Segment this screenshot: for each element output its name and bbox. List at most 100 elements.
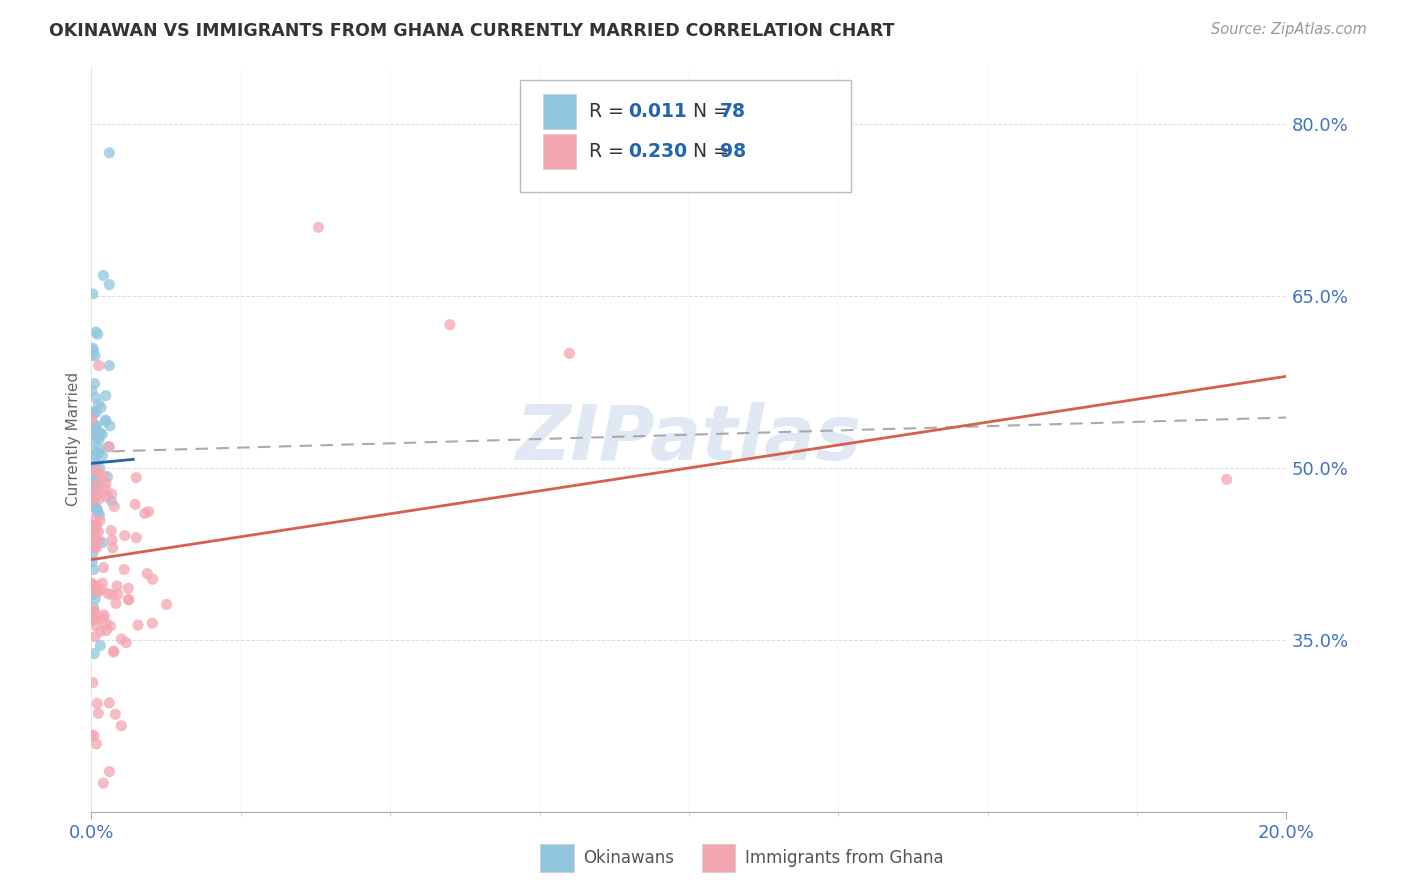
Point <box>87 359 110 373</box>
Point <box>82 341 104 355</box>
Point <box>89 476 111 491</box>
Point <box>82 491 104 506</box>
Point <box>83 519 105 533</box>
Point <box>84 630 107 644</box>
Point <box>84 456 107 470</box>
Point <box>89 442 111 456</box>
Point <box>87 433 110 447</box>
Point <box>125 531 148 545</box>
Point <box>84 541 107 555</box>
Point <box>112 562 135 576</box>
Point <box>83 376 105 391</box>
Point <box>101 588 124 602</box>
Point <box>82 424 104 438</box>
Point <box>87 505 110 519</box>
Point <box>84 518 107 533</box>
Point <box>82 580 104 594</box>
Point <box>155 598 177 612</box>
Point <box>86 501 108 516</box>
Point <box>84 349 107 363</box>
Point <box>80 576 103 591</box>
Point <box>86 737 108 751</box>
Point <box>83 729 105 743</box>
Point <box>103 644 125 658</box>
Point <box>98 145 121 160</box>
Point <box>84 524 107 538</box>
Point <box>84 476 107 491</box>
Point <box>91 610 114 624</box>
Point <box>83 526 105 541</box>
Point <box>82 613 104 627</box>
Text: 98: 98 <box>720 142 747 161</box>
Point <box>87 706 110 721</box>
Text: ZIPatlas: ZIPatlas <box>516 402 862 476</box>
Point <box>82 487 104 501</box>
Point <box>91 535 114 549</box>
Point <box>97 586 120 600</box>
Point <box>84 533 107 547</box>
Point <box>117 582 139 596</box>
Point <box>96 624 118 638</box>
Point <box>82 603 104 617</box>
Point <box>89 508 111 523</box>
Point <box>97 440 120 454</box>
Text: 0.011: 0.011 <box>628 102 688 121</box>
Point <box>117 592 139 607</box>
Point <box>83 481 105 495</box>
Point <box>82 482 104 496</box>
Point <box>115 635 138 649</box>
Point <box>96 470 118 484</box>
Point <box>91 449 114 463</box>
Point <box>83 523 105 537</box>
Point <box>82 512 104 526</box>
Point <box>110 719 132 733</box>
Point <box>97 490 120 504</box>
Point <box>82 405 104 419</box>
Text: N =: N = <box>681 142 734 161</box>
Point <box>83 443 105 458</box>
Point <box>86 697 108 711</box>
Point <box>83 647 105 661</box>
Point <box>96 617 118 632</box>
Point <box>558 346 581 360</box>
Point <box>82 407 104 421</box>
Point <box>105 596 128 610</box>
Point <box>83 600 105 615</box>
Point <box>98 440 121 454</box>
Point <box>89 491 111 506</box>
Point <box>101 533 124 547</box>
Point <box>83 607 105 621</box>
Point <box>86 518 108 533</box>
Point <box>87 327 110 342</box>
Point <box>98 764 121 779</box>
Point <box>82 479 104 493</box>
Point <box>80 728 103 742</box>
Point <box>80 348 103 362</box>
Point <box>138 505 160 519</box>
Point <box>84 427 107 442</box>
Point <box>80 408 103 422</box>
Point <box>83 487 105 501</box>
Point <box>87 428 110 442</box>
Point <box>86 503 108 517</box>
Point <box>93 468 115 483</box>
Point <box>142 572 165 586</box>
Point <box>94 389 117 403</box>
Y-axis label: Currently Married: Currently Married <box>66 372 82 507</box>
Text: Source: ZipAtlas.com: Source: ZipAtlas.com <box>1211 22 1367 37</box>
Point <box>89 425 111 440</box>
Point <box>84 476 107 491</box>
Point <box>91 427 114 442</box>
Point <box>110 632 132 647</box>
Point <box>100 524 122 538</box>
Text: Okinawans: Okinawans <box>583 849 675 867</box>
Point <box>86 489 108 503</box>
Text: R =: R = <box>589 102 630 121</box>
Point <box>82 343 104 358</box>
Point <box>141 616 163 631</box>
Point <box>93 608 115 623</box>
Point <box>89 611 111 625</box>
Point <box>84 405 107 419</box>
Point <box>136 566 159 581</box>
Point <box>84 461 107 475</box>
